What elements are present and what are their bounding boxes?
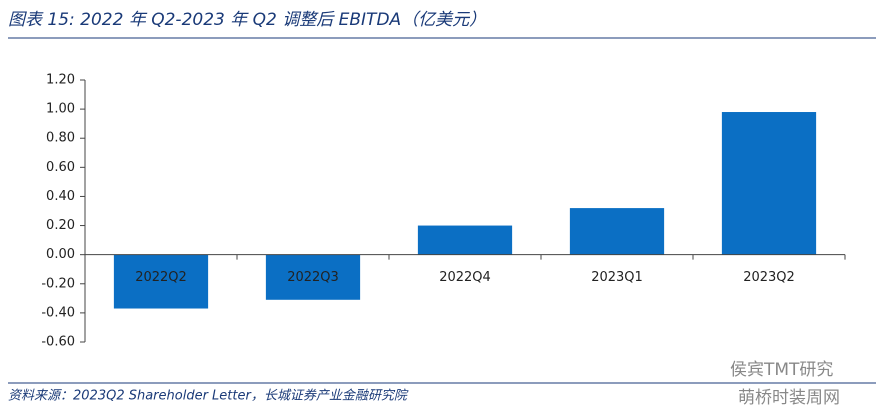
chart-title: 图表 15: 2022 年 Q2-2023 年 Q2 调整后 EBITDA（亿美…: [8, 10, 486, 30]
watermark: 侯宾TMT研究: [730, 360, 833, 380]
bar: [569, 208, 665, 255]
x-tick-label: 2023Q2: [743, 270, 795, 285]
y-tick-label: 0.80: [46, 131, 75, 146]
x-tick-label: 2022Q3: [287, 270, 339, 285]
watermark: 萌桥时装周网: [738, 388, 840, 408]
y-tick-label: 0.40: [46, 189, 75, 204]
x-tick-label: 2022Q2: [135, 270, 187, 285]
y-tick-label: 1.00: [46, 102, 75, 117]
y-tick-label: 0.00: [46, 247, 75, 262]
bar: [113, 254, 209, 309]
x-tick-label: 2022Q4: [439, 270, 491, 285]
y-tick-label: 0.20: [46, 218, 75, 233]
bar: [417, 225, 513, 255]
y-tick-label: 0.60: [46, 160, 75, 175]
bar: [721, 112, 817, 255]
source: 资料来源：2023Q2 Shareholder Letter，长城证券产业金融研…: [8, 388, 409, 404]
y-tick-label: -0.40: [41, 305, 75, 320]
y-tick-label: 1.20: [46, 73, 75, 88]
x-tick-label: 2023Q1: [591, 270, 643, 285]
y-tick-label: -0.60: [41, 335, 75, 350]
bar: [265, 254, 361, 300]
y-tick-label: -0.20: [41, 276, 75, 291]
